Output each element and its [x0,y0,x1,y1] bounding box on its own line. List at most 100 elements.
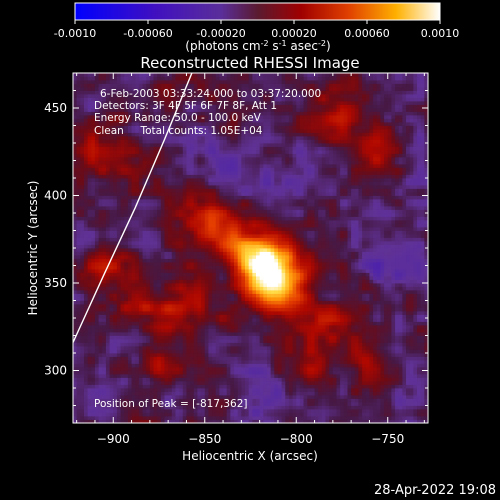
heatmap-cell [190,318,195,322]
heatmap-cell [157,248,162,252]
heatmap-cell [212,83,217,88]
heatmap-cell [87,342,92,347]
heatmap-cell [149,395,154,399]
heatmap-cell [113,153,118,158]
heatmap-cell [193,255,198,259]
heatmap-cell [208,153,213,158]
heatmap-cell [138,251,143,256]
heatmap-cell [179,363,184,368]
heatmap-cell [186,384,191,389]
heatmap-cell [171,244,176,249]
heatmap-cell [76,409,81,413]
heatmap-cell [105,171,110,175]
heatmap-cell [245,195,250,200]
heatmap-cell [120,143,125,147]
heatmap-cell [201,181,206,186]
heatmap-cell [105,374,110,378]
heatmap-cell [252,300,257,305]
heatmap-cell [168,171,173,175]
heatmap-cell [237,318,242,322]
heatmap-cell [149,356,154,361]
heatmap-cell [241,94,246,98]
heatmap-cell [190,384,195,389]
heatmap-cell [146,248,151,252]
heatmap-cell [201,118,206,123]
heatmap-cell [83,167,89,172]
heatmap-cell [252,164,257,168]
heatmap-cell [127,290,132,294]
heatmap-cell [127,132,132,137]
heatmap-cell [116,76,121,81]
heatmap-cell [223,314,228,319]
heatmap-cell [215,398,220,403]
heatmap-cell [223,325,228,329]
heatmap-cell [120,178,125,182]
heatmap-cell [127,388,132,392]
heatmap-cell [212,279,217,284]
heatmap-cell [179,181,184,186]
heatmap-cell [131,349,136,354]
heatmap-cell [204,311,209,315]
heatmap-cell [73,307,78,312]
heatmap-cell [248,416,253,420]
heatmap-cell [153,370,158,375]
heatmap-cell [168,405,173,410]
heatmap-cell [131,321,136,326]
heatmap-cell [186,286,191,291]
heatmap-cell [204,258,209,263]
heatmap-cell [168,398,173,403]
heatmap-cell [149,171,154,175]
heatmap-cell [182,384,187,389]
heatmap-cell [212,188,217,193]
heatmap-cell [109,374,114,378]
heatmap-cell [204,97,209,102]
heatmap-cell [248,171,253,175]
heatmap-cell [215,136,220,140]
heatmap-cell [237,325,242,329]
heatmap-cell [197,146,202,151]
heatmap-cell [138,178,143,182]
heatmap-cell [94,213,100,217]
heatmap-cell [179,139,184,144]
heatmap-cell [248,328,253,333]
heatmap-cell [135,384,140,389]
heatmap-cell [157,73,162,77]
heatmap-cell [175,293,180,298]
heatmap-cell [131,332,136,336]
heatmap-cell [234,111,239,116]
heatmap-cell [219,125,224,130]
heatmap-cell [179,255,184,259]
heatmap-cell [157,381,162,385]
heatmap-cell [223,153,228,158]
heatmap-cell [204,199,209,203]
heatmap-cell [131,353,136,357]
heatmap-cell [182,118,187,123]
heatmap-cell [80,164,85,168]
heatmap-cell [153,416,158,420]
heatmap-cell [241,83,246,88]
heatmap-cell [102,318,107,322]
heatmap-cell [212,409,217,413]
heatmap-cell [124,122,129,126]
heatmap-cell [157,349,162,354]
heatmap-cell [102,220,107,224]
heatmap-cell [91,405,96,410]
heatmap-cell [127,300,132,305]
heatmap-cell [105,157,110,161]
heatmap-cell [212,255,217,259]
heatmap-cell [223,104,228,109]
heatmap-cell [142,73,147,77]
heatmap-cell [168,157,173,161]
heatmap-cell [91,276,96,280]
heatmap-cell [87,83,92,88]
heatmap-cell [182,150,187,154]
heatmap-cell [193,405,198,410]
heatmap-cell [212,143,217,147]
heatmap-cell [245,234,250,238]
heatmap-cell [182,167,187,172]
heatmap-cell [190,370,195,375]
heatmap-cell [127,332,132,336]
heatmap-cell [234,412,239,417]
heatmap-cell [135,101,140,105]
heatmap-cell [153,178,158,182]
